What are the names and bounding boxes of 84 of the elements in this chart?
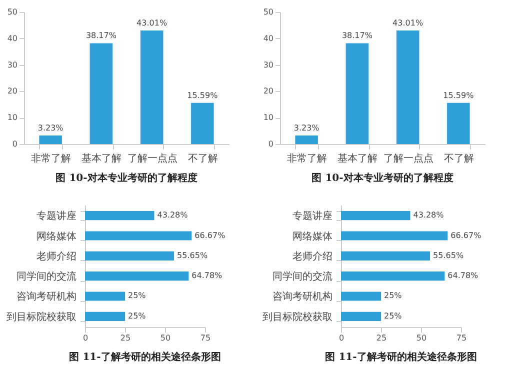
data-label: 43.01% xyxy=(392,18,424,28)
bar xyxy=(346,43,369,144)
y-tick-label: 30 xyxy=(7,60,18,70)
bar xyxy=(341,251,430,260)
x-tick-label: 了解一点点 xyxy=(383,152,434,164)
x-tick-label: 75 xyxy=(456,334,467,342)
x-tick-label: 0 xyxy=(338,334,344,342)
y-tick-label: 20 xyxy=(7,86,18,96)
x-tick-label: 50 xyxy=(416,334,427,342)
bar xyxy=(85,272,189,281)
data-label: 25% xyxy=(128,311,146,320)
bar xyxy=(396,30,420,144)
y-tick-label: 咨询考研机构 xyxy=(16,290,76,303)
x-tick-label: 不了解 xyxy=(188,154,218,164)
y-tick-label: 老师介绍 xyxy=(36,250,76,262)
y-tick-label: 0 xyxy=(12,140,18,148)
x-tick-label: 0 xyxy=(82,334,88,342)
y-tick-label: 10 xyxy=(7,113,18,122)
bar xyxy=(90,43,113,144)
data-label: 15.59% xyxy=(187,90,218,100)
y-tick-label: 咨询考研机构 xyxy=(272,290,332,303)
bar xyxy=(191,102,214,144)
data-label: 38.17% xyxy=(86,31,117,40)
y-tick-label: 专题讲座 xyxy=(292,210,332,222)
y-tick-label: 20 xyxy=(263,86,274,96)
text: 图 10-对本专业考研的了解程度 xyxy=(56,172,198,184)
y-tick-label: 专题讲座 xyxy=(36,210,76,222)
data-label: 15.59% xyxy=(443,90,474,100)
y-tick-label: 网络媒体 xyxy=(292,230,332,242)
bar xyxy=(85,251,174,260)
y-tick-label: 老师介绍 xyxy=(292,250,332,262)
text: 图 11-了解考研的相关途径条形图 xyxy=(69,351,221,363)
data-label: 64.78% xyxy=(192,271,223,280)
x-tick-label: 50 xyxy=(160,334,171,342)
bar xyxy=(85,312,125,321)
x-tick-label: 25 xyxy=(120,334,131,342)
y-tick-label: 40 xyxy=(263,34,274,43)
text: 图 11-了解考研的相关途径条形图 xyxy=(325,351,477,363)
data-label: 64.78% xyxy=(448,271,479,280)
data-label: 43.01% xyxy=(136,18,168,28)
data-label: 55.65% xyxy=(433,250,464,260)
text: 图 10-对本专业考研的了解程度 xyxy=(312,172,454,184)
x-tick-label: 非常了解 xyxy=(287,152,328,164)
y-tick-label: 同学间的交流 xyxy=(272,270,332,283)
x-tick-label: 基本了解 xyxy=(338,152,378,164)
bar xyxy=(85,231,192,240)
data-label: 25% xyxy=(384,311,402,320)
y-tick-label: 同学间的交流 xyxy=(16,270,76,283)
bar xyxy=(85,211,154,220)
data-label: 3.23% xyxy=(38,123,64,132)
x-tick-label: 75 xyxy=(200,334,211,342)
bar xyxy=(341,231,448,240)
data-label: 25% xyxy=(128,291,146,300)
data-label: 66.67% xyxy=(194,230,226,240)
bar xyxy=(341,272,445,281)
bar xyxy=(341,312,381,321)
x-tick-label: 基本了解 xyxy=(82,152,122,164)
data-label: 3.23% xyxy=(294,123,320,132)
data-label: 43.28% xyxy=(157,210,188,220)
bar xyxy=(295,135,318,144)
data-label: 38.17% xyxy=(342,31,373,40)
x-tick-label: 不了解 xyxy=(444,154,474,164)
y-tick-label: 40 xyxy=(7,34,18,43)
data-label: 55.65% xyxy=(177,250,208,260)
y-tick-label: 50 xyxy=(7,8,18,16)
data-label: 43.28% xyxy=(413,210,444,220)
y-tick-label: 到目标院校获取 xyxy=(6,310,76,323)
bar xyxy=(85,292,125,301)
y-tick-label: 50 xyxy=(263,8,274,16)
x-tick-label: 非常了解 xyxy=(31,152,72,164)
y-tick-label: 到目标院校获取 xyxy=(262,310,332,323)
y-tick-label: 网络媒体 xyxy=(36,230,76,242)
bar xyxy=(140,30,164,144)
y-tick-label: 0 xyxy=(268,140,274,148)
bar xyxy=(39,135,62,144)
bar xyxy=(447,102,470,144)
data-label: 25% xyxy=(384,291,402,300)
y-tick-label: 30 xyxy=(263,60,274,70)
data-label: 66.67% xyxy=(450,230,482,240)
y-tick-label: 10 xyxy=(263,113,274,122)
x-tick-label: 了解一点点 xyxy=(127,152,178,164)
x-tick-label: 25 xyxy=(376,334,387,342)
bar xyxy=(341,292,381,301)
bar xyxy=(341,211,410,220)
